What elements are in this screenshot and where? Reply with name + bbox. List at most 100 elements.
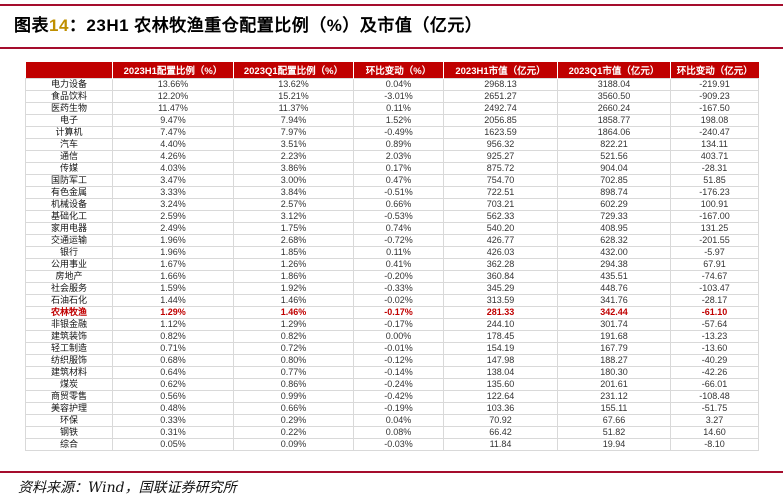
table-cell: 188.27 bbox=[557, 353, 671, 367]
table-row: 电力设备 13.66% 13.62% 0.04% 2968.13 3188.04 -219.… bbox=[25, 77, 759, 91]
table-cell: 729.33 bbox=[557, 209, 671, 223]
table-cell: 0.72% bbox=[233, 341, 354, 355]
table-cell: 1.29% bbox=[233, 317, 354, 331]
table-row: 美容护理 0.48% 0.66% -0.19% 103.36 155.11 -51.75 bbox=[25, 401, 759, 415]
table-cell: 0.89% bbox=[353, 137, 444, 151]
table-cell: -61.10 bbox=[670, 305, 759, 319]
table-cell: 2660.24 bbox=[557, 101, 671, 115]
table-cell: 154.19 bbox=[443, 341, 558, 355]
table-cell: 2651.27 bbox=[443, 89, 558, 103]
table-cell: 1.86% bbox=[233, 269, 354, 283]
table-cell: 7.97% bbox=[233, 125, 354, 139]
table-cell: 11.47% bbox=[112, 101, 234, 115]
table-cell: 3.27 bbox=[670, 413, 759, 427]
table-cell: 3.84% bbox=[233, 185, 354, 199]
industry-name: 非银金融 bbox=[25, 317, 113, 331]
industry-name: 医药生物 bbox=[25, 101, 113, 115]
table-cell: 1.85% bbox=[233, 245, 354, 259]
table-cell: 3.12% bbox=[233, 209, 354, 223]
table-row: 社会服务 1.59% 1.92% -0.33% 345.29 448.76 -103.47 bbox=[25, 281, 759, 295]
table-cell: 1.96% bbox=[112, 245, 234, 259]
table-cell: 0.77% bbox=[233, 365, 354, 379]
table-cell: 0.82% bbox=[233, 329, 354, 343]
table-row: 传媒 4.03% 3.86% 0.17% 875.72 904.04 -28.31 bbox=[25, 161, 759, 175]
table-cell: 0.99% bbox=[233, 389, 354, 403]
table-cell: 2492.74 bbox=[443, 101, 558, 115]
table-cell: -0.53% bbox=[353, 209, 444, 223]
table-cell: -103.47 bbox=[670, 281, 759, 295]
table-cell: 448.76 bbox=[557, 281, 671, 295]
table-row: 通信 4.26% 2.23% 2.03% 925.27 521.56 403.71 bbox=[25, 149, 759, 163]
industry-name: 国防军工 bbox=[25, 173, 113, 187]
table-cell: -0.72% bbox=[353, 233, 444, 247]
table-cell: 3560.50 bbox=[557, 89, 671, 103]
table-row: 交通运输 1.96% 2.68% -0.72% 426.77 628.32 -201.55 bbox=[25, 233, 759, 247]
table-cell: 521.56 bbox=[557, 149, 671, 163]
industry-name: 公用事业 bbox=[25, 257, 113, 271]
table-cell: 0.47% bbox=[353, 173, 444, 187]
column-header: 2023Q1市值（亿元） bbox=[557, 62, 671, 78]
table-row: 轻工制造 0.71% 0.72% -0.01% 154.19 167.79 -13.60 bbox=[25, 341, 759, 355]
table-cell: 9.47% bbox=[112, 113, 234, 127]
table-cell: -57.64 bbox=[670, 317, 759, 331]
table-cell: 0.04% bbox=[353, 413, 444, 427]
table-row: 电子 9.47% 7.94% 1.52% 2056.85 1858.77 198.08 bbox=[25, 113, 759, 127]
table-cell: 0.80% bbox=[233, 353, 354, 367]
industry-name: 电子 bbox=[25, 113, 113, 127]
industry-name: 家用电器 bbox=[25, 221, 113, 235]
table-row: 煤炭 0.62% 0.86% -0.24% 135.60 201.61 -66.01 bbox=[25, 377, 759, 391]
table-cell: -0.17% bbox=[353, 305, 444, 319]
table-cell: -167.00 bbox=[670, 209, 759, 223]
industry-name: 纺织服饰 bbox=[25, 353, 113, 367]
table-cell: 628.32 bbox=[557, 233, 671, 247]
table-body: 电力设备 13.66% 13.62% 0.04% 2968.13 3188.04 -219.… bbox=[25, 77, 759, 451]
table-cell: 0.22% bbox=[233, 425, 354, 439]
table-cell: 100.91 bbox=[670, 197, 759, 211]
industry-name: 美容护理 bbox=[25, 401, 113, 415]
table-cell: 178.45 bbox=[443, 329, 558, 343]
table-cell: -0.01% bbox=[353, 341, 444, 355]
table-cell: 147.98 bbox=[443, 353, 558, 367]
table-cell: -176.23 bbox=[670, 185, 759, 199]
table-cell: 1.96% bbox=[112, 233, 234, 247]
table-cell: 15.21% bbox=[233, 89, 354, 103]
table-cell: 70.92 bbox=[443, 413, 558, 427]
table-cell: 925.27 bbox=[443, 149, 558, 163]
table-cell: 2.57% bbox=[233, 197, 354, 211]
table-row: 环保 0.33% 0.29% 0.04% 70.92 67.66 3.27 bbox=[25, 413, 759, 427]
industry-name: 商贸零售 bbox=[25, 389, 113, 403]
table-cell: -28.31 bbox=[670, 161, 759, 175]
table-cell: 131.25 bbox=[670, 221, 759, 235]
table-cell: 0.82% bbox=[112, 329, 234, 343]
table-cell: 3188.04 bbox=[557, 77, 671, 91]
table-cell: 703.21 bbox=[443, 197, 558, 211]
table-cell: 432.00 bbox=[557, 245, 671, 259]
table-cell: 13.66% bbox=[112, 77, 234, 91]
table-cell: 134.11 bbox=[670, 137, 759, 151]
table-cell: 313.59 bbox=[443, 293, 558, 307]
column-header-empty bbox=[25, 62, 113, 78]
table-cell: 2.49% bbox=[112, 221, 234, 235]
table-cell: -8.10 bbox=[670, 437, 759, 451]
table-cell: 1864.06 bbox=[557, 125, 671, 139]
table-cell: 67.91 bbox=[670, 257, 759, 271]
table-cell: 0.08% bbox=[353, 425, 444, 439]
industry-name: 机械设备 bbox=[25, 197, 113, 211]
table-cell: -0.19% bbox=[353, 401, 444, 415]
table-cell: 122.64 bbox=[443, 389, 558, 403]
table-cell: 602.29 bbox=[557, 197, 671, 211]
table-cell: 1.12% bbox=[112, 317, 234, 331]
table-cell: 135.60 bbox=[443, 377, 558, 391]
table-cell: 2968.13 bbox=[443, 77, 558, 91]
table-cell: 66.42 bbox=[443, 425, 558, 439]
table-cell: -13.23 bbox=[670, 329, 759, 343]
table-cell: 2.03% bbox=[353, 149, 444, 163]
table-cell: 0.41% bbox=[353, 257, 444, 271]
table-cell: -3.01% bbox=[353, 89, 444, 103]
table-row: 房地产 1.66% 1.86% -0.20% 360.84 435.51 -74.67 bbox=[25, 269, 759, 283]
table-cell: 180.30 bbox=[557, 365, 671, 379]
industry-name: 计算机 bbox=[25, 125, 113, 139]
table-cell: 281.33 bbox=[443, 305, 558, 319]
table-cell: 198.08 bbox=[670, 113, 759, 127]
table-cell: 822.21 bbox=[557, 137, 671, 151]
